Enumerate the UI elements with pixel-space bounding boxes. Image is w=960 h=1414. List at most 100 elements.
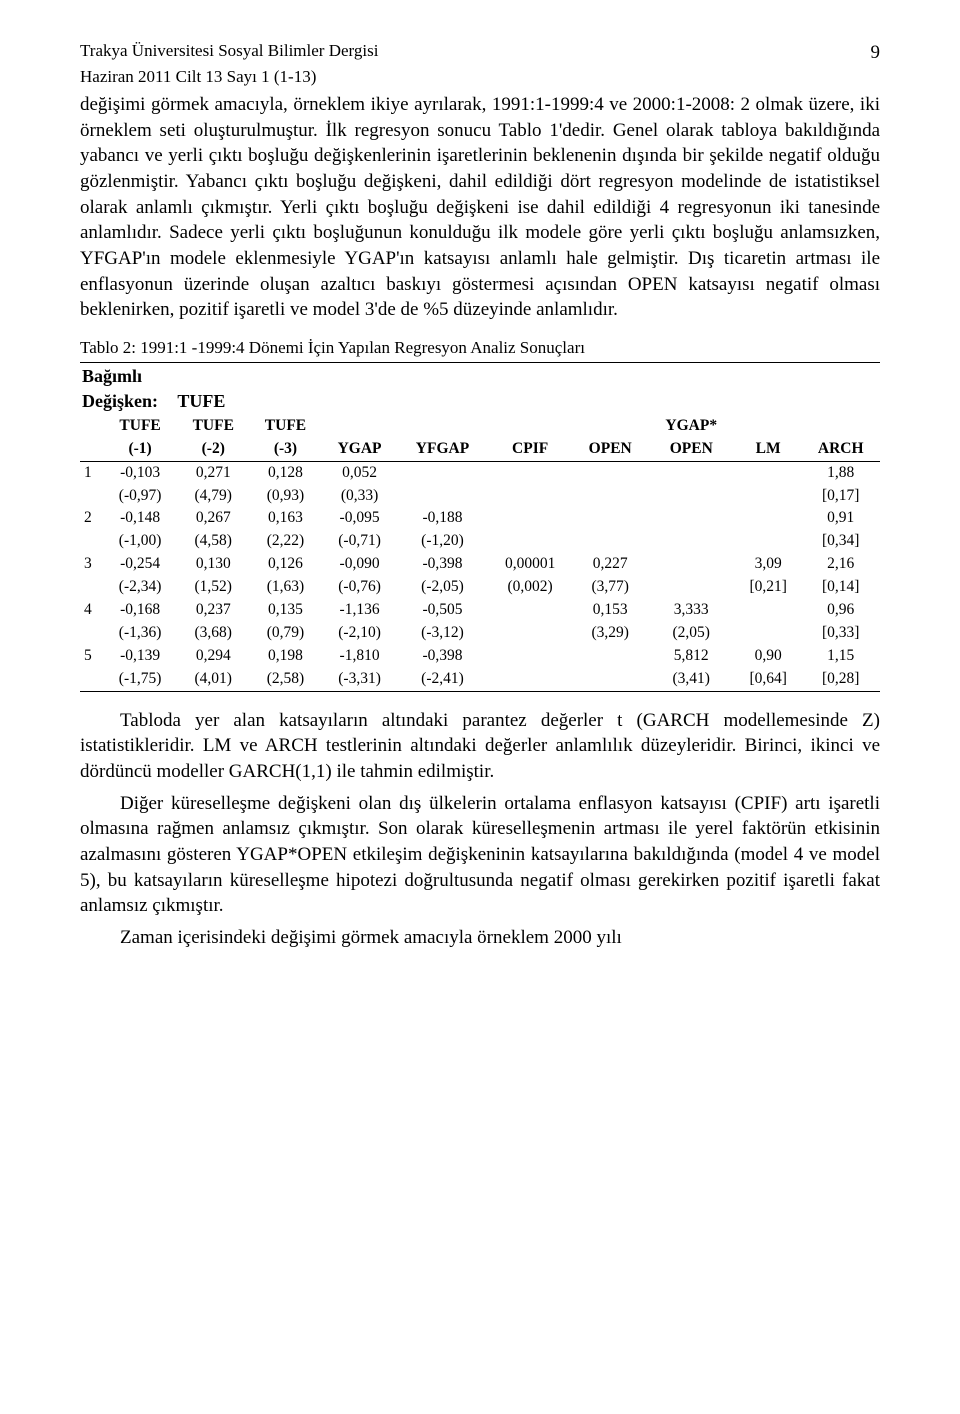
col-h — [573, 415, 648, 438]
table-cell — [735, 622, 802, 645]
col-h2: (-1) — [103, 438, 177, 461]
table-cell: (0,93) — [249, 485, 321, 508]
table-cell: 0,00001 — [487, 553, 572, 576]
table-cell: (3,41) — [648, 668, 735, 691]
table-cell — [573, 530, 648, 553]
table-cell: 0,96 — [801, 599, 880, 622]
table-cell: 0,90 — [735, 645, 802, 668]
col-h: TUFE — [177, 415, 249, 438]
table-row: (-1,36)(3,68)(0,79)(-2,10)(-3,12)(3,29)(… — [80, 622, 880, 645]
regression-table: Bağımlı Değişken: TUFE TUFE TUFE TUFE YG… — [80, 362, 880, 692]
dep-label-2: Değişken: — [82, 391, 158, 411]
table-cell: (-0,71) — [322, 530, 398, 553]
table-cell: (-1,00) — [103, 530, 177, 553]
table-cell — [398, 485, 488, 508]
table-cell: 1 — [80, 461, 103, 484]
col-h2: (-2) — [177, 438, 249, 461]
col-h — [801, 415, 880, 438]
table-cell: 0,267 — [177, 507, 249, 530]
table-cell: (0,33) — [322, 485, 398, 508]
col-h2: CPIF — [487, 438, 572, 461]
table-cell: 5 — [80, 645, 103, 668]
table-header-row-1: TUFE TUFE TUFE YGAP* — [80, 415, 880, 438]
table-cell — [487, 622, 572, 645]
table-cell: [0,21] — [735, 576, 802, 599]
table-cell — [648, 461, 735, 484]
table-cell: (2,05) — [648, 622, 735, 645]
col-h2: YGAP — [322, 438, 398, 461]
table-cell — [487, 507, 572, 530]
col-h: TUFE — [103, 415, 177, 438]
table-cell — [487, 645, 572, 668]
after-paragraph-2: Diğer küreselleşme değişkeni olan dış ül… — [80, 791, 880, 919]
table-cell: 0,130 — [177, 553, 249, 576]
table-cell: [0,14] — [801, 576, 880, 599]
table-cell: 0,271 — [177, 461, 249, 484]
table-cell: -0,188 — [398, 507, 488, 530]
table-cell: 0,227 — [573, 553, 648, 576]
table-cell: 0,128 — [249, 461, 321, 484]
table-cell — [80, 485, 103, 508]
table-cell — [648, 553, 735, 576]
table-row: 1-0,1030,2710,1280,0521,88 — [80, 461, 880, 484]
table-cell: -0,090 — [322, 553, 398, 576]
col-h2: ARCH — [801, 438, 880, 461]
table-cell: [0,33] — [801, 622, 880, 645]
table-row: 4-0,1680,2370,135-1,136-0,5050,1533,3330… — [80, 599, 880, 622]
table-cell: (-3,12) — [398, 622, 488, 645]
table-cell: 5,812 — [648, 645, 735, 668]
col-h2: (-3) — [249, 438, 321, 461]
table-dep-row: Bağımlı Değişken: TUFE — [80, 362, 880, 414]
page-number: 9 — [871, 40, 881, 66]
table-body: 1-0,1030,2710,1280,0521,88(-0,97)(4,79)(… — [80, 461, 880, 691]
journal-issue: Haziran 2011 Cilt 13 Sayı 1 (1-13) — [80, 66, 880, 88]
table-cell: 2,16 — [801, 553, 880, 576]
table-row: (-0,97)(4,79)(0,93)(0,33)[0,17] — [80, 485, 880, 508]
table-cell — [398, 461, 488, 484]
table-cell: 0,153 — [573, 599, 648, 622]
table-cell — [487, 668, 572, 691]
table-cell — [648, 507, 735, 530]
table-cell: (3,77) — [573, 576, 648, 599]
table-cell — [80, 530, 103, 553]
table-cell: -0,398 — [398, 645, 488, 668]
table-cell: -0,095 — [322, 507, 398, 530]
table-cell: (0,79) — [249, 622, 321, 645]
table-cell — [487, 461, 572, 484]
dep-value: TUFE — [177, 391, 225, 411]
table-cell — [573, 645, 648, 668]
table-cell — [648, 530, 735, 553]
table-row: (-1,00)(4,58)(2,22)(-0,71)(-1,20)[0,34] — [80, 530, 880, 553]
table-cell: (4,58) — [177, 530, 249, 553]
table-cell: (-2,34) — [103, 576, 177, 599]
table-cell — [80, 576, 103, 599]
table-cell: [0,64] — [735, 668, 802, 691]
table-cell: 1,15 — [801, 645, 880, 668]
col-h: TUFE — [249, 415, 321, 438]
table-cell — [573, 461, 648, 484]
table-cell — [573, 485, 648, 508]
table-cell: (-2,05) — [398, 576, 488, 599]
table-cell: (-0,76) — [322, 576, 398, 599]
table-cell: 3 — [80, 553, 103, 576]
dep-label-1: Bağımlı — [82, 366, 142, 386]
table-cell: (4,01) — [177, 668, 249, 691]
journal-title: Trakya Üniversitesi Sosyal Bilimler Derg… — [80, 40, 880, 62]
table-cell — [648, 576, 735, 599]
table-caption: Tablo 2: 1991:1 -1999:4 Dönemi İçin Yapı… — [80, 337, 880, 360]
table-row: (-1,75)(4,01)(2,58)(-3,31)(-2,41)(3,41)[… — [80, 668, 880, 691]
table-cell: (3,68) — [177, 622, 249, 645]
table-cell: -0,254 — [103, 553, 177, 576]
table-cell: (1,63) — [249, 576, 321, 599]
table-cell — [573, 668, 648, 691]
table-cell: 0,126 — [249, 553, 321, 576]
table-cell: (2,22) — [249, 530, 321, 553]
table-row: 5-0,1390,2940,198-1,810-0,3985,8120,901,… — [80, 645, 880, 668]
col-h2: OPEN — [573, 438, 648, 461]
table-cell: -0,398 — [398, 553, 488, 576]
table-cell — [735, 599, 802, 622]
table-header-row-2: (-1) (-2) (-3) YGAP YFGAP CPIF OPEN OPEN… — [80, 438, 880, 461]
table-cell: [0,28] — [801, 668, 880, 691]
table-cell: [0,17] — [801, 485, 880, 508]
table-cell: (1,52) — [177, 576, 249, 599]
